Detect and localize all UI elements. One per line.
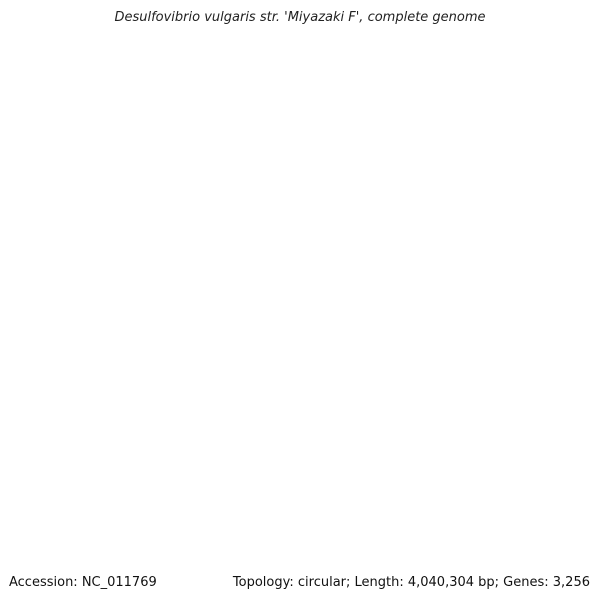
- accession-label: Accession: NC_011769: [9, 575, 157, 590]
- genome-title: Desulfovibrio vulgaris str. 'Miyazaki F'…: [114, 10, 486, 25]
- genome-summary-label: Topology: circular; Length: 4,040,304 bp…: [232, 575, 590, 590]
